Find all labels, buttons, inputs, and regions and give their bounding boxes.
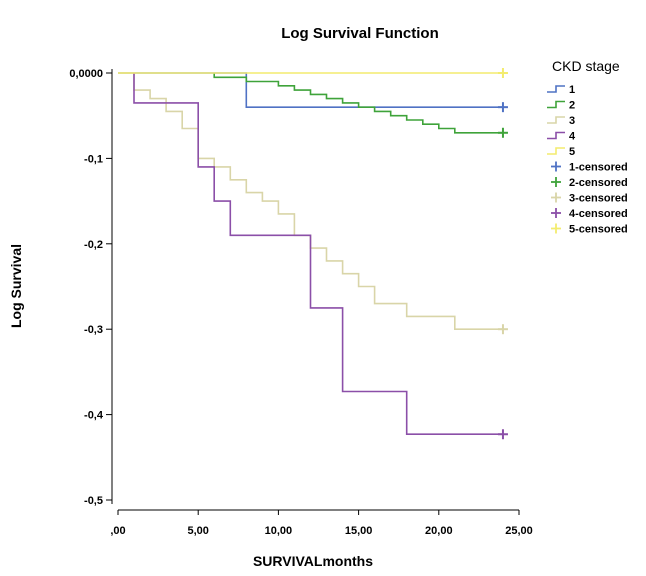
x-axis-label: SURVIVALmonths (253, 553, 373, 569)
series-line-3 (118, 72, 503, 331)
y-tick-label-5: -0,5 (84, 495, 103, 507)
legend-label-2-censored: 2-censored (569, 177, 628, 189)
x-tick-label-5: 25,00 (505, 525, 533, 537)
y-tick-label-3: -0,3 (84, 324, 103, 336)
y-tick-label-2: -0,2 (84, 239, 103, 251)
chart-title: Log Survival Function (281, 25, 439, 42)
series-group (118, 68, 508, 440)
censored-marker-2-0 (497, 127, 508, 138)
legend-entry-5: 5 (547, 146, 575, 158)
legend-entry-3-censored: 3-censored (551, 192, 628, 205)
y-tick-label-1: -0,1 (84, 153, 103, 165)
series-line-2 (213, 73, 503, 134)
legend-group: CKD stage 1 2 3 4 5 1-censored 2-censored 3-cens… (547, 58, 628, 236)
censored-marker-3-0 (497, 324, 508, 335)
legend-symbol-1 (547, 85, 565, 93)
legend-label-5: 5 (569, 146, 575, 158)
legend-entry-1-censored: 1-censored (551, 161, 628, 174)
x-tick-label-2: 10,00 (265, 525, 293, 537)
legend-symbol-3 (547, 116, 565, 124)
legend-symbol-4 (547, 131, 565, 140)
legend-entry-2-censored: 2-censored (551, 177, 628, 189)
legend-symbol-4-censored (551, 208, 561, 218)
y-tick-label-0: 0,0000 (69, 68, 103, 80)
legend-symbol-3-censored (551, 192, 561, 203)
legend-symbol-2 (547, 100, 565, 109)
legend-entry-1: 1 (547, 84, 575, 96)
x-tick-label-3: 15,00 (345, 525, 373, 537)
legend-symbol-5-censored (551, 223, 561, 234)
series-line-4 (133, 73, 503, 436)
legend-label-1: 1 (569, 84, 575, 96)
x-tick-label-4: 20,00 (425, 525, 453, 537)
legend-label-3: 3 (569, 115, 575, 127)
legend-symbol-5 (547, 147, 565, 155)
legend-title: CKD stage (552, 58, 620, 74)
legend-symbol-1-censored (551, 161, 561, 172)
y-axis-label: Log Survival (8, 244, 24, 328)
legend-label-4-censored: 4-censored (569, 208, 628, 220)
censored-marker-1-0 (497, 102, 508, 113)
x-tick-label-1: 5,00 (187, 525, 208, 537)
legend-label-4: 4 (569, 131, 576, 143)
censored-marker-5-0 (497, 68, 508, 78)
x-tick-label-0: ,00 (110, 525, 125, 537)
legend-label-3-censored: 3-censored (569, 193, 628, 205)
legend-entry-3: 3 (547, 115, 575, 127)
axis-group: 0,0000 -0,1 -0,2 -0,3 -0,4 -0,5 ,00 5,00 10,00 15… (69, 68, 532, 537)
y-tick-label-4: -0,4 (84, 410, 104, 422)
legend-label-2: 2 (569, 100, 575, 112)
legend-entry-2: 2 (547, 100, 575, 112)
legend-entry-4: 4 (547, 131, 576, 143)
legend-symbol-2-censored (551, 177, 561, 187)
legend-label-5-censored: 5-censored (569, 224, 628, 236)
censored-marker-4-0 (497, 429, 508, 440)
legend-entry-4-censored: 4-censored (551, 208, 628, 220)
legend-entry-5-censored: 5-censored (551, 223, 628, 236)
legend-label-1-censored: 1-censored (569, 162, 628, 174)
